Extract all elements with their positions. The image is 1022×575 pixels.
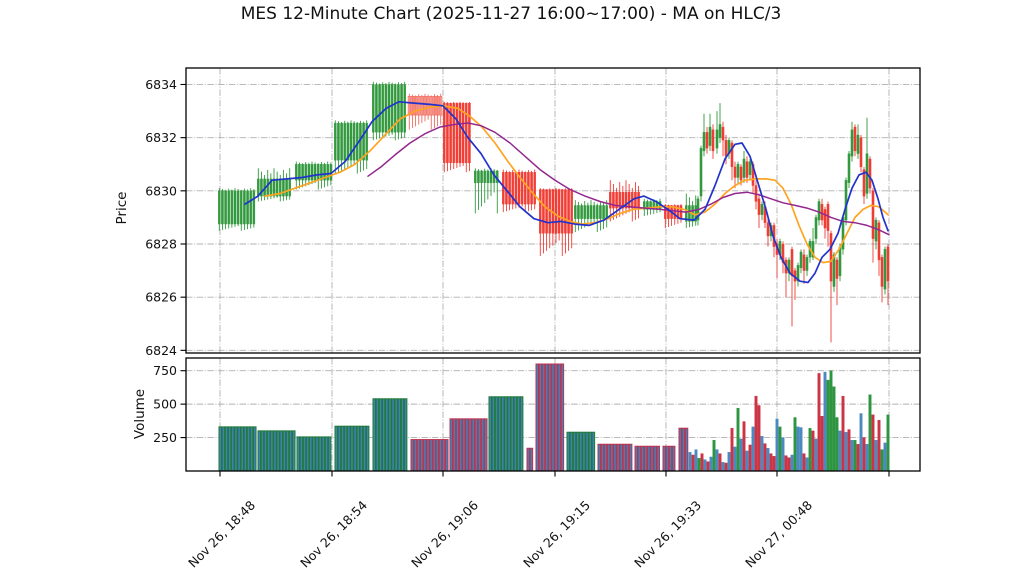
tick-label: 6832 — [145, 130, 177, 145]
panel-borders — [185, 67, 921, 472]
chart-title: MES 12-Minute Chart (2025-11-27 16:00~17… — [240, 4, 782, 24]
volume-bars — [218, 363, 890, 472]
tick-label: Nov 26, 19:33 — [631, 498, 704, 571]
tick-label: 250 — [153, 430, 177, 445]
tick-label: 6830 — [145, 183, 177, 198]
tick-label: 6824 — [145, 343, 177, 358]
ma-slow-line — [367, 122, 890, 236]
tick-label: Nov 26, 18:54 — [297, 497, 370, 570]
tick-label: 750 — [153, 363, 177, 378]
tick-label: Nov 27, 00:48 — [742, 497, 815, 570]
tick-label: 6828 — [145, 236, 177, 251]
tick-label: Nov 26, 18:48 — [185, 497, 258, 570]
ma-mid-line — [264, 104, 889, 264]
ma-fast-line — [244, 100, 889, 284]
tick-label: 6826 — [145, 290, 177, 305]
tick-label: Nov 26, 19:06 — [408, 497, 481, 570]
tick-label: 500 — [153, 397, 177, 412]
tick-label: 6834 — [145, 77, 177, 92]
tick-label: Nov 26, 19:15 — [520, 498, 593, 571]
